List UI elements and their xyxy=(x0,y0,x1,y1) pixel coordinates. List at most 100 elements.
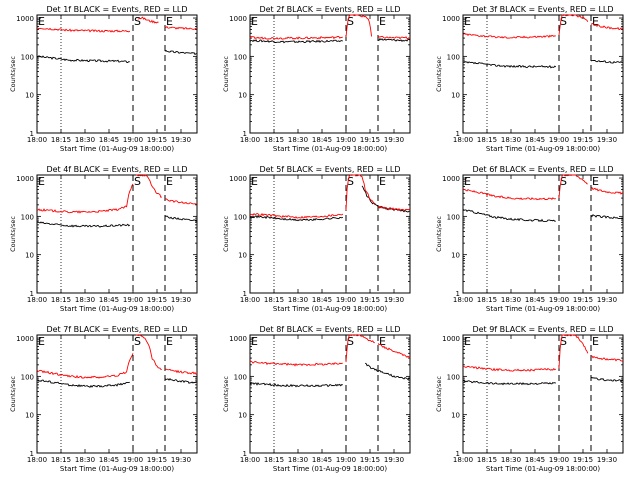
panel-title: Det 6f BLACK = Events, RED = LLD xyxy=(472,165,613,174)
x-axis-label: Start Time (01-Aug-09 18:00:00) xyxy=(273,145,387,153)
x-tick-label: 18:30 xyxy=(501,296,521,304)
x-axis-label: Start Time (01-Aug-09 18:00:00) xyxy=(60,305,174,313)
y-tick-label: 10 xyxy=(25,92,34,100)
y-tick-label: 1000 xyxy=(16,15,34,23)
y-tick-label: 1000 xyxy=(16,335,34,343)
x-tick-label: 18:30 xyxy=(288,136,308,144)
y-tick-label: 10 xyxy=(238,412,247,420)
lld-series-line xyxy=(377,35,411,40)
time-marker-label: E xyxy=(38,175,45,188)
y-tick-label: 1 xyxy=(456,290,460,298)
detector-panel-8: Det 8f BLACK = Events, RED = LLD 1 10 100 10… xyxy=(222,325,411,473)
lld-series-line xyxy=(249,35,343,40)
x-tick-label: 18:00 xyxy=(240,456,260,464)
x-tick-label: 19:30 xyxy=(171,136,191,144)
plot-frame xyxy=(462,334,624,454)
x-tick-label: 18:30 xyxy=(75,136,95,144)
x-tick-label: 19:00 xyxy=(336,136,356,144)
y-tick-label: 10 xyxy=(238,252,247,260)
events-series-line xyxy=(590,376,624,383)
plot-frame xyxy=(36,174,198,294)
lld-series-line xyxy=(377,205,411,212)
x-tick-label: 18:45 xyxy=(525,456,545,464)
y-axis-label: Counts/sec xyxy=(9,376,17,412)
y-axis-label: Counts/sec xyxy=(222,376,230,412)
x-tick-label: 19:30 xyxy=(384,296,404,304)
x-tick-label: 18:15 xyxy=(51,296,71,304)
x-tick-label: 18:00 xyxy=(27,136,47,144)
time-marker-label: S xyxy=(560,335,567,348)
y-tick-label: 100 xyxy=(447,373,460,381)
plot-frame xyxy=(462,174,624,294)
time-marker-label: E xyxy=(166,335,173,348)
plot-frame xyxy=(36,14,198,134)
lld-series-line xyxy=(249,360,343,367)
x-tick-label: 18:45 xyxy=(99,456,119,464)
time-marker-label: S xyxy=(560,175,567,188)
y-tick-label: 1 xyxy=(30,130,34,138)
y-tick-label: 10 xyxy=(451,412,460,420)
x-tick-label: 19:00 xyxy=(123,136,143,144)
panel-title: Det 1f BLACK = Events, RED = LLD xyxy=(46,5,187,14)
y-tick-label: 100 xyxy=(234,53,247,61)
events-series-line xyxy=(590,214,624,220)
x-tick-label: 18:15 xyxy=(264,296,284,304)
x-tick-label: 18:30 xyxy=(288,296,308,304)
y-tick-label: 1 xyxy=(243,450,247,458)
y-tick-label: 1000 xyxy=(442,335,460,343)
x-tick-label: 18:15 xyxy=(264,136,284,144)
lld-series-line xyxy=(249,212,344,219)
x-tick-label: 19:00 xyxy=(549,296,569,304)
lld-series-line xyxy=(136,334,162,371)
x-tick-label: 18:15 xyxy=(477,456,497,464)
time-marker-label: S xyxy=(134,335,141,348)
x-tick-label: 18:45 xyxy=(312,136,332,144)
x-tick-label: 18:45 xyxy=(99,136,119,144)
y-tick-label: 100 xyxy=(234,373,247,381)
detector-panel-5: Det 5f BLACK = Events, RED = LLD 1 10 100 10… xyxy=(222,165,411,313)
plot-frame xyxy=(249,14,411,134)
y-axis-label: Counts/sec xyxy=(9,56,17,92)
x-tick-label: 18:00 xyxy=(27,456,47,464)
events-series-line xyxy=(462,379,557,386)
x-tick-label: 19:00 xyxy=(336,296,356,304)
y-axis-label: Counts/sec xyxy=(9,216,17,252)
x-tick-label: 19:15 xyxy=(573,456,593,464)
x-axis-label: Start Time (01-Aug-09 18:00:00) xyxy=(486,465,600,473)
x-tick-label: 19:00 xyxy=(123,296,143,304)
events-series-line xyxy=(377,37,411,42)
time-marker-label: E xyxy=(251,175,258,188)
detector-panel-7: Det 7f BLACK = Events, RED = LLD 1 10 100 10… xyxy=(9,325,198,473)
x-tick-label: 19:15 xyxy=(573,296,593,304)
time-marker-label: S xyxy=(134,15,141,28)
x-tick-label: 18:30 xyxy=(75,296,95,304)
y-tick-label: 100 xyxy=(21,213,34,221)
events-series-line xyxy=(462,60,557,69)
y-axis-label: Counts/sec xyxy=(222,216,230,252)
x-tick-label: 18:45 xyxy=(312,456,332,464)
lld-series-line xyxy=(164,198,198,205)
x-axis-label: Start Time (01-Aug-09 18:00:00) xyxy=(60,145,174,153)
y-tick-label: 10 xyxy=(25,412,34,420)
detector-panel-4: Det 4f BLACK = Events, RED = LLD 1 10 100 10… xyxy=(9,165,198,313)
panel-title: Det 3f BLACK = Events, RED = LLD xyxy=(472,5,613,14)
y-tick-label: 100 xyxy=(21,373,34,381)
lld-series-line xyxy=(558,14,589,36)
plot-frame xyxy=(462,14,624,134)
plot-frame xyxy=(249,334,411,454)
events-series-line xyxy=(36,54,130,63)
events-series-line xyxy=(364,362,411,381)
detector-panel-6: Det 6f BLACK = Events, RED = LLD 1 10 100 10… xyxy=(435,165,624,313)
x-tick-label: 18:30 xyxy=(288,456,308,464)
lld-series-line xyxy=(590,355,624,362)
x-tick-label: 18:30 xyxy=(501,136,521,144)
lld-series-line xyxy=(345,334,375,363)
x-tick-label: 19:30 xyxy=(384,456,404,464)
time-marker-label: E xyxy=(38,15,45,28)
time-marker-label: S xyxy=(347,175,354,188)
time-marker-label: S xyxy=(560,15,567,28)
lld-series-line xyxy=(462,32,556,39)
x-tick-label: 18:45 xyxy=(525,296,545,304)
time-marker-label: E xyxy=(38,335,45,348)
